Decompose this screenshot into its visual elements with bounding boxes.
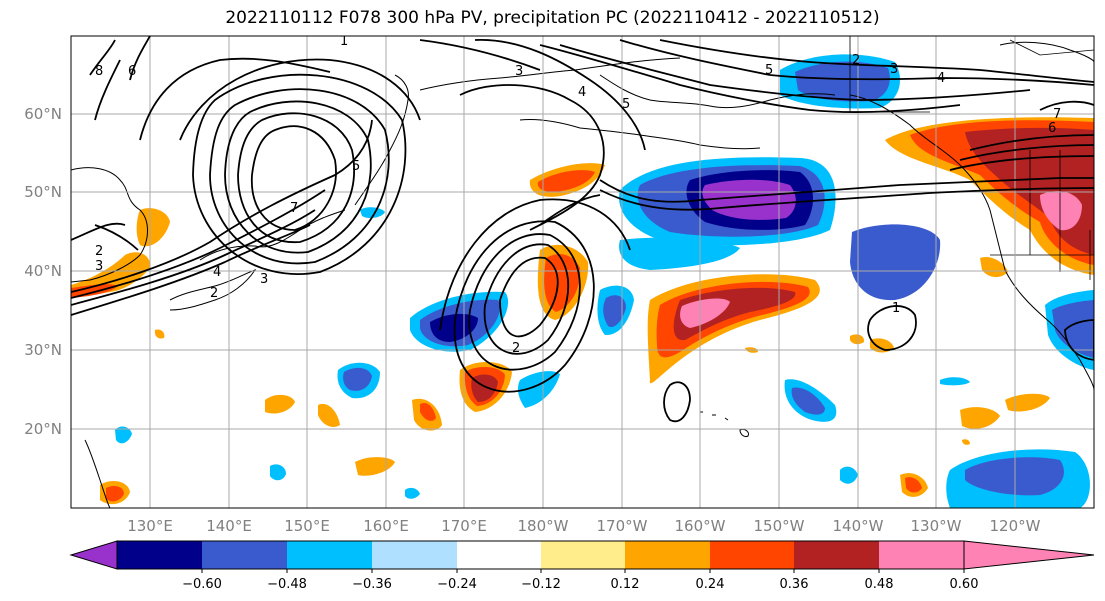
colorbar-tick-labels: −0.60 −0.48 −0.36 −0.24 −0.12 0.12 0.24 … bbox=[182, 577, 978, 592]
contour-label: 3 bbox=[95, 259, 103, 274]
colorbar-swatch bbox=[372, 541, 457, 569]
map-frame bbox=[70, 35, 1095, 509]
colorbar-swatch bbox=[879, 541, 964, 569]
contour-label: 3 bbox=[890, 62, 898, 77]
lon-label: 120°W bbox=[990, 517, 1041, 535]
colorbar-tick-label: 0.48 bbox=[865, 577, 894, 592]
longitude-labels: 130°E 140°E 150°E 160°E 170°E 180°W 170°… bbox=[127, 517, 1040, 535]
colorbar-tick-label: 0.60 bbox=[950, 577, 979, 592]
contour-label: 3 bbox=[515, 64, 523, 79]
contour-label: 2 bbox=[210, 286, 218, 301]
colorbar-swatch bbox=[541, 541, 625, 569]
colorbar-tick-label: −0.24 bbox=[437, 577, 477, 592]
lon-label: 140°W bbox=[833, 517, 884, 535]
colorbar-tick-label: −0.48 bbox=[267, 577, 307, 592]
colorbar-swatch bbox=[202, 541, 287, 569]
lat-label-50n: 50°N bbox=[24, 183, 62, 201]
lon-label: 130°W bbox=[911, 517, 962, 535]
contour-label: 5 bbox=[622, 97, 630, 112]
contour-label: 3 bbox=[260, 272, 268, 287]
contour-label: 2 bbox=[512, 341, 520, 356]
colorbar-swatch bbox=[625, 541, 710, 569]
colorbar-tick-label: 0.24 bbox=[696, 577, 725, 592]
lat-label-30n: 30°N bbox=[24, 341, 62, 359]
contour-label: 8 bbox=[95, 64, 103, 79]
colorbar-swatch bbox=[117, 541, 202, 569]
contour-label: 4 bbox=[213, 265, 221, 280]
contour-label: 1 bbox=[892, 301, 900, 316]
lon-label: 150°E bbox=[284, 517, 330, 535]
contour-label: 5 bbox=[765, 63, 773, 78]
lon-label: 150°W bbox=[754, 517, 805, 535]
contour-label: 4 bbox=[578, 85, 586, 100]
lat-label-40n: 40°N bbox=[24, 262, 62, 280]
colorbar-swatch bbox=[794, 541, 879, 569]
lon-label: 160°W bbox=[675, 517, 726, 535]
colorbar-tick-label: −0.36 bbox=[352, 577, 392, 592]
colorbar-tick-label: −0.12 bbox=[521, 577, 561, 592]
lon-label: 180°W bbox=[518, 517, 569, 535]
colorbar-tick-label: −0.60 bbox=[182, 577, 222, 592]
gridlines bbox=[71, 36, 1094, 508]
colorbar-swatch bbox=[457, 541, 541, 569]
pv-contour-labels: 1 2 2 2 2 3 3 3 3 4 4 4 5 5 5 6 6 7 7 8 … bbox=[95, 34, 1061, 356]
lon-label: 140°E bbox=[206, 517, 252, 535]
lon-label: 160°E bbox=[363, 517, 409, 535]
contour-label: 2 bbox=[852, 53, 860, 68]
latitude-labels: 60°N 50°N 40°N 30°N 20°N bbox=[24, 105, 62, 438]
lat-label-60n: 60°N bbox=[24, 105, 62, 123]
colorbar: −0.60 −0.48 −0.36 −0.24 −0.12 0.12 0.24 … bbox=[69, 540, 1095, 592]
pv-contours bbox=[71, 36, 1094, 423]
lon-label: 130°E bbox=[127, 517, 173, 535]
contour-label: 5 bbox=[352, 159, 360, 174]
contour-label: 6 bbox=[1048, 121, 1056, 136]
colorbar-extend-low bbox=[69, 540, 118, 570]
colorbar-tick-label: 0.12 bbox=[611, 577, 640, 592]
contour-label: 7 bbox=[1053, 107, 1061, 122]
colorbar-tick-label: 0.36 bbox=[780, 577, 809, 592]
colorbar-extend-high bbox=[963, 540, 1095, 570]
map-title: 2022110112 F078 300 hPa PV, precipitatio… bbox=[225, 8, 880, 28]
contour-label: 2 bbox=[95, 244, 103, 259]
contour-label: 4 bbox=[937, 71, 945, 86]
contour-label: 7 bbox=[290, 201, 298, 216]
lat-label-20n: 20°N bbox=[24, 420, 62, 438]
contour-label: 6 bbox=[128, 64, 136, 79]
lon-label: 170°E bbox=[441, 517, 487, 535]
colorbar-swatch bbox=[287, 541, 372, 569]
colorbar-swatch bbox=[710, 541, 794, 569]
lon-label: 170°W bbox=[597, 517, 648, 535]
contour-label: 1 bbox=[340, 34, 348, 49]
